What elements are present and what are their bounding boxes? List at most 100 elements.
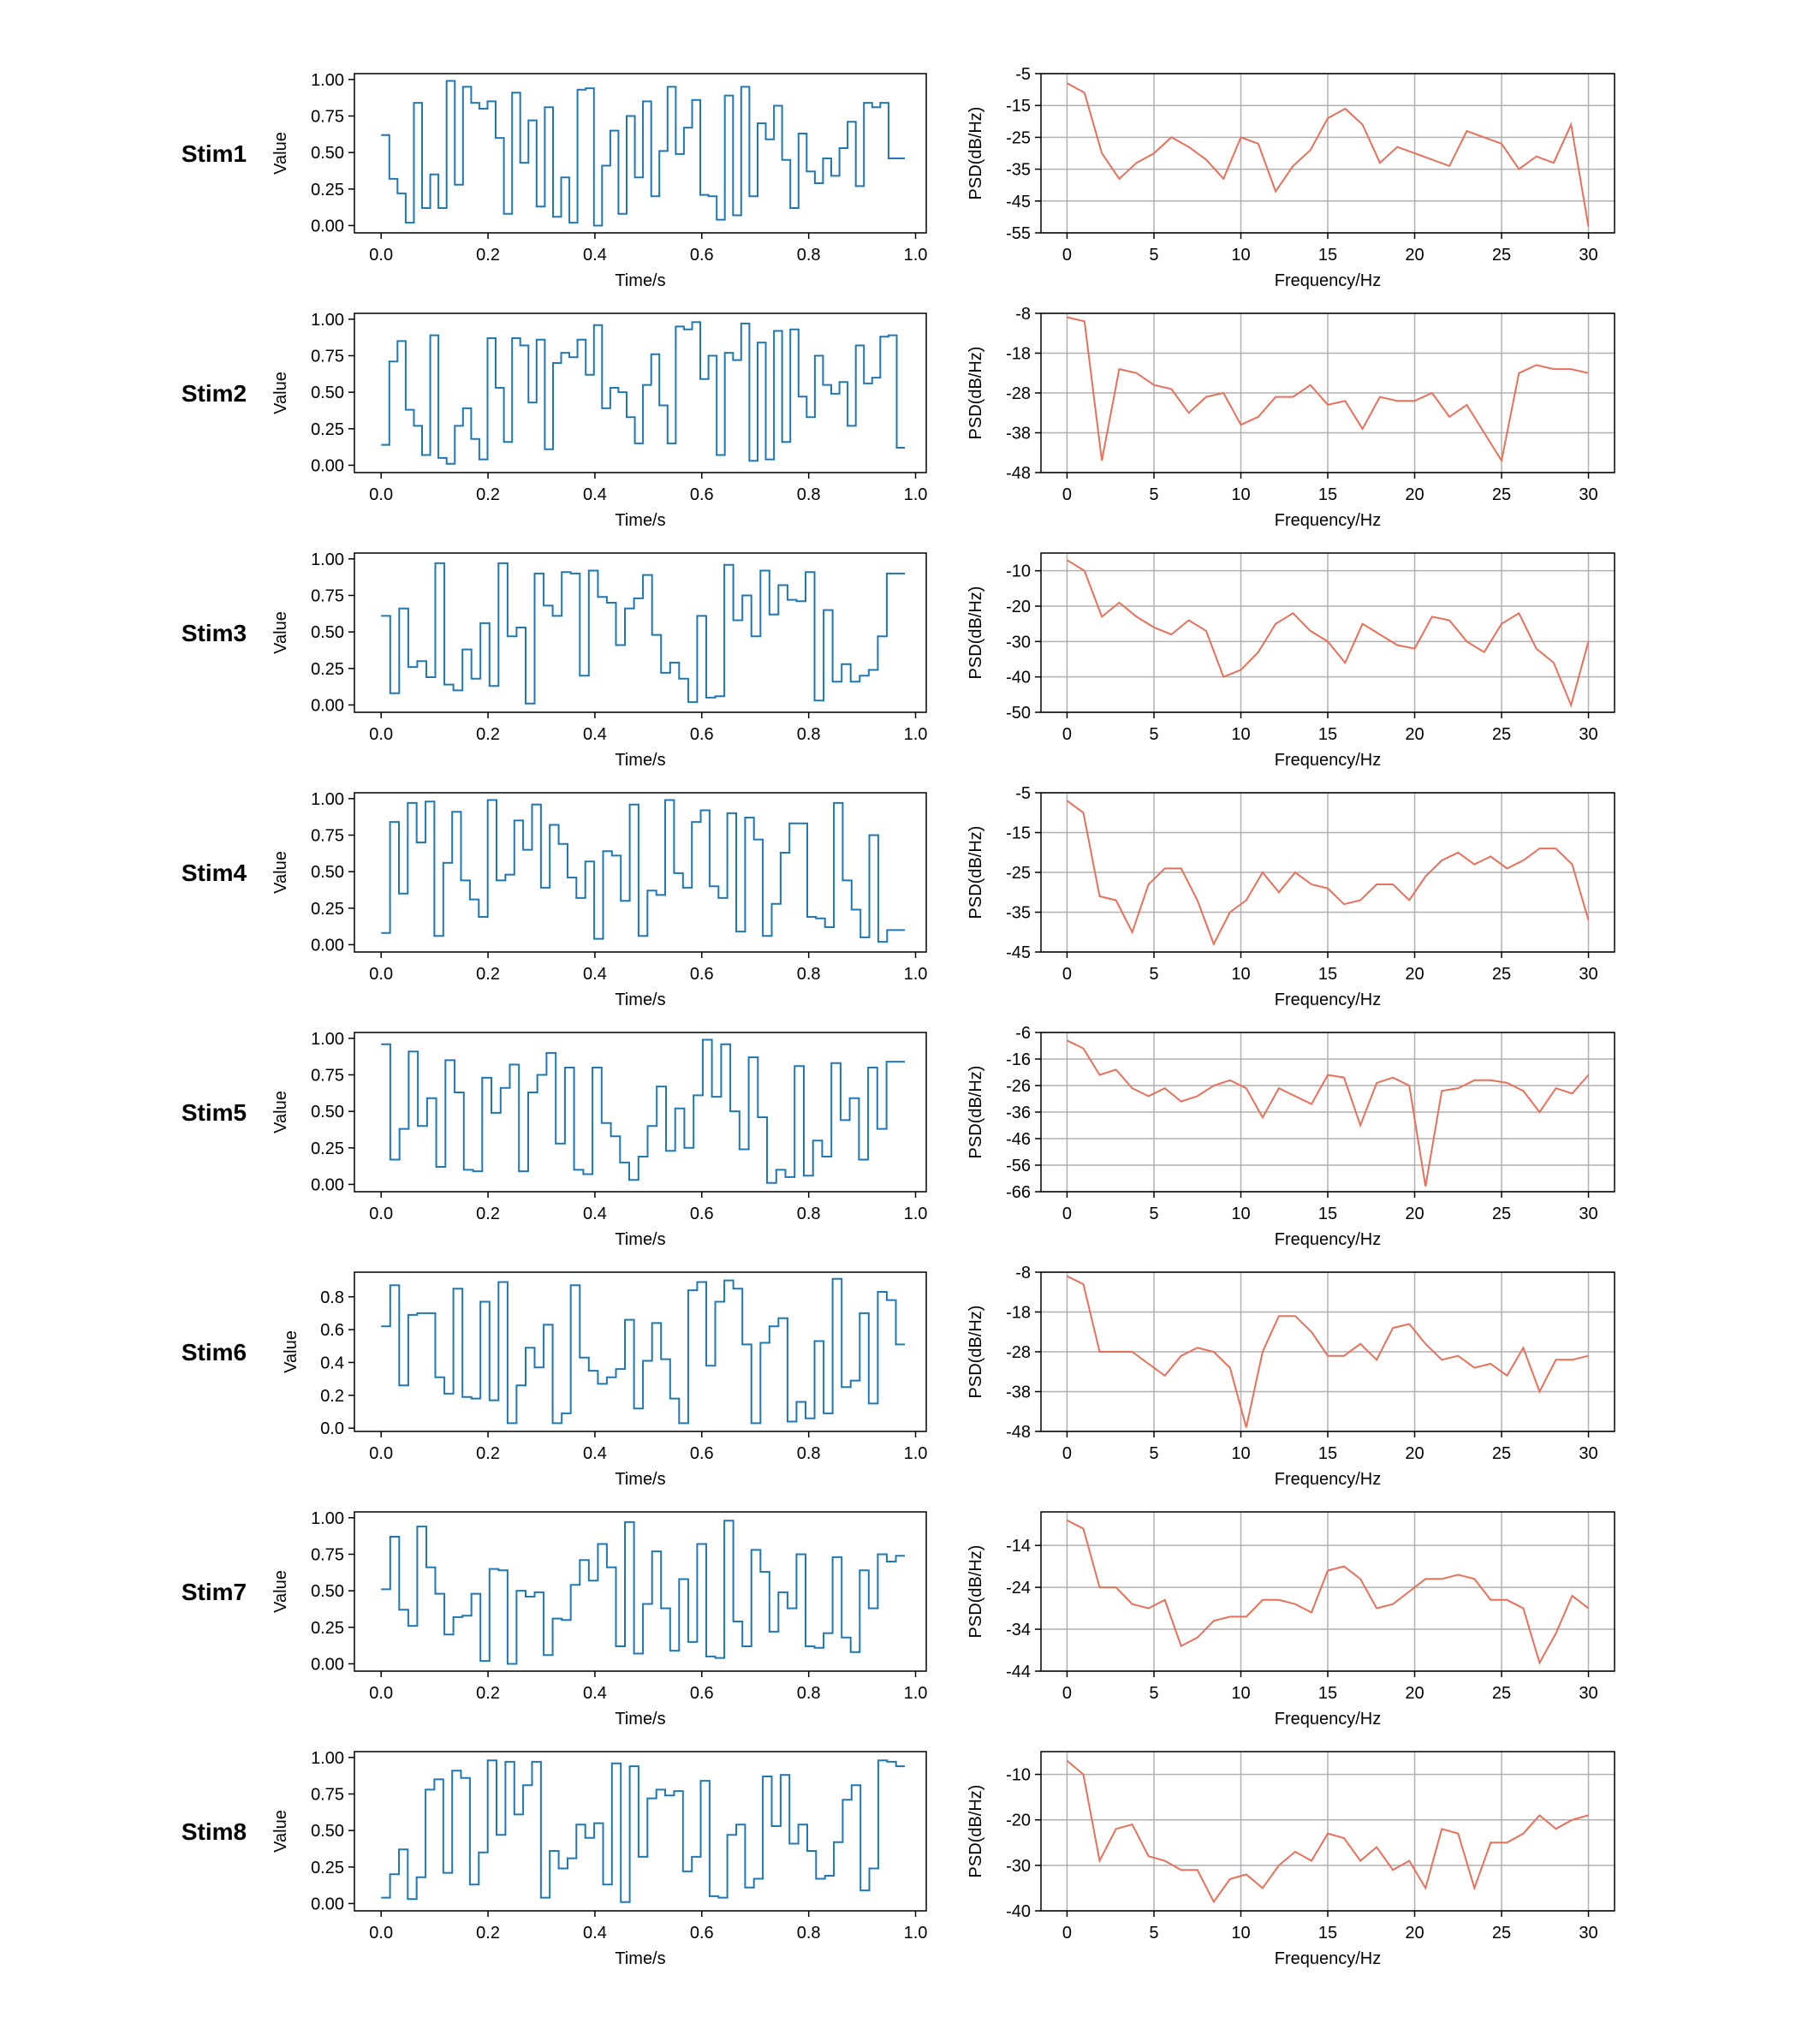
x-tick-label: 15 — [1318, 485, 1337, 504]
x-tick-label: 0 — [1062, 485, 1072, 504]
psd-panel: 0 5 10 15 20 25 30 -48 -38 -28 -18 -8 Frequency/Hz PS… — [967, 1264, 1615, 1489]
y-tick-label: 1.00 — [311, 311, 344, 330]
y-tick-label: -18 — [1006, 1304, 1031, 1323]
stimulus-panel: 0.0 0.2 0.4 0.6 0.8 1.0 0.0 0.2 0.4 0.6 0.8 Time/s V… — [282, 1271, 927, 1489]
x-tick-label: 15 — [1318, 1444, 1337, 1463]
y-tick-label: -26 — [1006, 1077, 1031, 1096]
x-tick-label: 0.4 — [583, 1205, 607, 1223]
y-tick-label: 1.00 — [311, 1509, 344, 1528]
row-label: Stim7 — [181, 1579, 247, 1605]
y-tick-label: 0.25 — [311, 900, 344, 919]
y-tick-label: -40 — [1006, 1902, 1031, 1921]
y-tick-label: -5 — [1015, 784, 1031, 803]
y-axis-label: PSD(dB/Hz) — [967, 1545, 985, 1639]
x-tick-label: 20 — [1405, 246, 1424, 265]
x-tick-label: 20 — [1405, 485, 1424, 504]
y-tick-label: -48 — [1006, 1423, 1031, 1442]
y-axis-label: PSD(dB/Hz) — [967, 586, 985, 680]
y-tick-label: -25 — [1006, 128, 1031, 147]
y-tick-label: 0.75 — [311, 826, 344, 845]
y-axis-label: Value — [271, 372, 290, 414]
y-tick-label: 0.75 — [311, 586, 344, 605]
x-tick-label: 5 — [1149, 1205, 1158, 1223]
x-tick-label: 0.6 — [690, 965, 714, 984]
x-tick-label: 10 — [1231, 965, 1250, 984]
x-tick-label: 0.8 — [797, 1924, 821, 1943]
x-tick-label: 1.0 — [904, 1684, 928, 1703]
y-axis-label: Value — [271, 1570, 290, 1613]
stimulus-series-line — [381, 1038, 905, 1184]
x-tick-label: 0 — [1062, 246, 1072, 265]
x-tick-label: 0.2 — [476, 1684, 500, 1703]
y-tick-label: 0.25 — [311, 420, 344, 439]
x-tick-label: 0.8 — [797, 1444, 821, 1463]
x-tick-label: 5 — [1149, 725, 1158, 744]
stimulus-axes-frame — [354, 552, 927, 713]
y-axis-label: PSD(dB/Hz) — [967, 1785, 985, 1878]
x-tick-label: 0.6 — [690, 1205, 714, 1223]
y-axis-label: PSD(dB/Hz) — [967, 1306, 985, 1399]
row-4: Stim4 0.0 0.2 0.4 0.6 0.8 1.0 0.00 0.25 0.50 0.75 1… — [181, 784, 1615, 1009]
y-tick-label: -20 — [1006, 1812, 1031, 1830]
y-tick-label: 0.00 — [311, 696, 344, 715]
y-tick-label: -18 — [1006, 345, 1031, 364]
psd-panel: 0 5 10 15 20 25 30 -50 -40 -30 -20 -10 Frequency/Hz P… — [967, 552, 1615, 770]
x-axis-label: Time/s — [615, 1230, 665, 1249]
x-tick-label: 0.8 — [797, 965, 821, 984]
x-tick-label: 25 — [1492, 1205, 1511, 1223]
row-1: Stim1 0.0 0.2 0.4 0.6 0.8 1.0 0.00 0.25 0.50 0.75 1… — [181, 65, 1615, 290]
x-tick-label: 15 — [1318, 1924, 1337, 1943]
psd-panel: 0 5 10 15 20 25 30 -40 -30 -20 -10 Frequency/Hz PSD(… — [967, 1751, 1615, 1968]
x-tick-label: 0.2 — [476, 246, 500, 265]
y-tick-label: 1.00 — [311, 790, 344, 809]
x-tick-label: 0 — [1062, 965, 1072, 984]
y-tick-label: -5 — [1015, 65, 1031, 84]
x-tick-label: 0.6 — [690, 1924, 714, 1943]
x-tick-label: 0.8 — [797, 1684, 821, 1703]
row-label: Stim2 — [181, 380, 247, 407]
y-tick-label: -35 — [1006, 161, 1031, 180]
x-tick-label: 0.0 — [369, 965, 393, 984]
y-tick-label: -44 — [1006, 1663, 1031, 1681]
stimulus-axes-frame — [354, 1271, 927, 1432]
x-tick-label: 15 — [1318, 1205, 1337, 1223]
stimulus-axes-frame — [354, 312, 927, 473]
row-label: Stim1 — [181, 140, 247, 167]
y-tick-label: 0.8 — [320, 1288, 344, 1307]
x-tick-label: 0.4 — [583, 1684, 607, 1703]
x-tick-label: 0.8 — [797, 725, 821, 744]
y-axis-label: Value — [271, 132, 290, 175]
x-tick-label: 0 — [1062, 1205, 1072, 1223]
row-7: Stim7 0.0 0.2 0.4 0.6 0.8 1.0 0.00 0.25 0.50 0.75 1… — [181, 1509, 1615, 1728]
y-tick-label: -34 — [1006, 1621, 1031, 1639]
stimulus-series-line — [381, 562, 905, 705]
x-tick-label: 5 — [1149, 965, 1158, 984]
y-axis-label: Value — [271, 1810, 290, 1853]
x-tick-label: 15 — [1318, 725, 1337, 744]
x-axis-label: Frequency/Hz — [1275, 1230, 1382, 1249]
x-tick-label: 20 — [1405, 1684, 1424, 1703]
y-tick-label: -38 — [1006, 425, 1031, 443]
y-tick-label: -28 — [1006, 384, 1031, 403]
stimulus-panel: 0.0 0.2 0.4 0.6 0.8 1.0 0.00 0.25 0.50 0.75 1.00 Ti… — [271, 1509, 927, 1728]
y-tick-label: 0.2 — [320, 1387, 344, 1406]
x-tick-label: 30 — [1579, 1684, 1597, 1703]
y-axis-label: PSD(dB/Hz) — [967, 107, 985, 200]
x-tick-label: 0.2 — [476, 1205, 500, 1223]
y-axis-label: Value — [282, 1330, 300, 1373]
x-axis-label: Time/s — [615, 511, 665, 530]
y-tick-label: -8 — [1015, 305, 1031, 324]
x-tick-label: 1.0 — [904, 725, 928, 744]
y-tick-label: 0.00 — [311, 1895, 344, 1913]
y-tick-label: 0.75 — [311, 1066, 344, 1085]
psd-panel: 0 5 10 15 20 25 30 -45 -35 -25 -15 -5 Frequency/Hz PS… — [967, 784, 1615, 1009]
psd-panel: 0 5 10 15 20 25 30 -66 -56 -46 -36 -26 -16 -6 Frequenc… — [967, 1024, 1615, 1249]
x-tick-label: 1.0 — [904, 1924, 928, 1943]
x-tick-label: 0.2 — [476, 485, 500, 504]
x-tick-label: 30 — [1579, 1205, 1597, 1223]
stimulus-panel: 0.0 0.2 0.4 0.6 0.8 1.0 0.00 0.25 0.50 0.75 1.00 Ti… — [271, 790, 927, 1009]
x-tick-label: 5 — [1149, 1684, 1158, 1703]
x-axis-label: Time/s — [615, 1710, 665, 1728]
y-tick-label: 1.00 — [311, 550, 344, 569]
